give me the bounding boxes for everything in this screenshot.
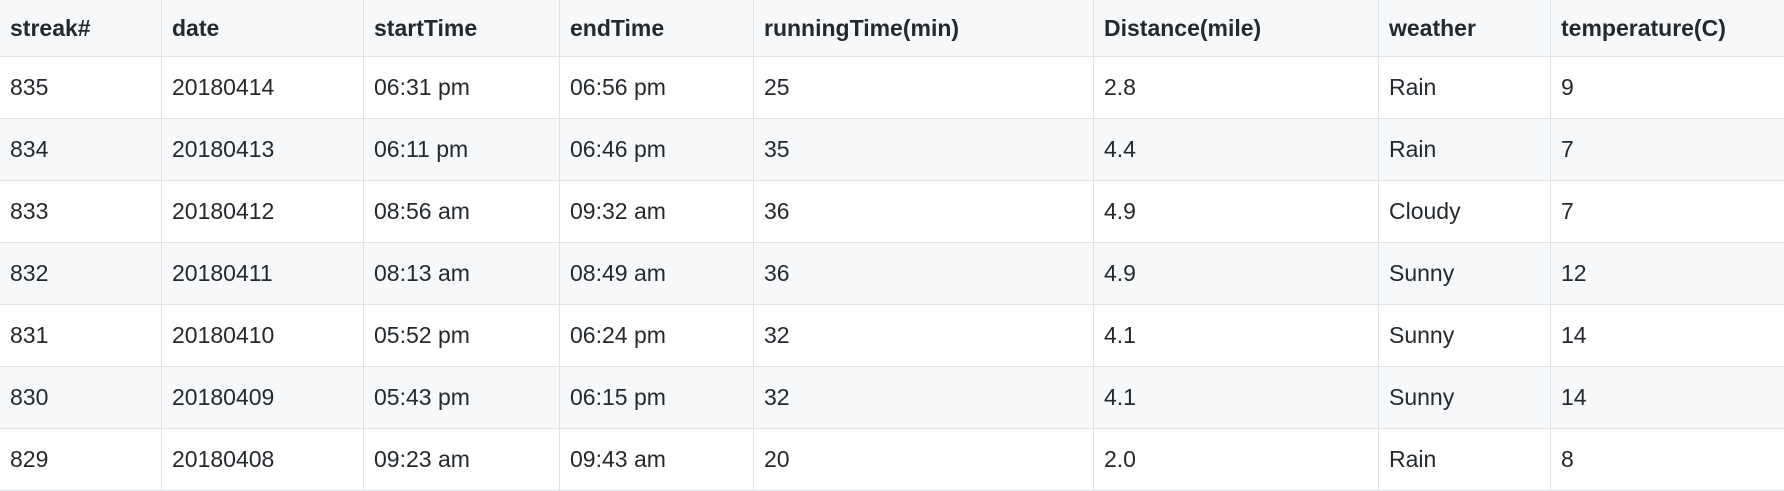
cell-streak: 835 (0, 57, 162, 119)
cell-distance: 4.9 (1094, 243, 1379, 305)
cell-temperature: 14 (1551, 367, 1784, 429)
cell-date: 20180409 (162, 367, 364, 429)
cell-start-time: 05:52 pm (364, 305, 560, 367)
cell-date: 20180408 (162, 429, 364, 491)
table-header-row: streak# date startTime endTime runningTi… (0, 0, 1784, 57)
cell-weather: Rain (1379, 57, 1551, 119)
cell-streak: 831 (0, 305, 162, 367)
header-temperature: temperature(C) (1551, 0, 1784, 57)
table-row: 833 20180412 08:56 am 09:32 am 36 4.9 Cl… (0, 181, 1784, 243)
cell-temperature: 12 (1551, 243, 1784, 305)
cell-weather: Sunny (1379, 367, 1551, 429)
cell-streak: 833 (0, 181, 162, 243)
cell-temperature: 7 (1551, 181, 1784, 243)
cell-end-time: 06:24 pm (560, 305, 754, 367)
cell-date: 20180410 (162, 305, 364, 367)
cell-date: 20180413 (162, 119, 364, 181)
table-row: 832 20180411 08:13 am 08:49 am 36 4.9 Su… (0, 243, 1784, 305)
table-row: 831 20180410 05:52 pm 06:24 pm 32 4.1 Su… (0, 305, 1784, 367)
cell-weather: Sunny (1379, 243, 1551, 305)
cell-temperature: 8 (1551, 429, 1784, 491)
cell-end-time: 08:49 am (560, 243, 754, 305)
cell-running-time: 36 (754, 181, 1094, 243)
header-running-time: runningTime(min) (754, 0, 1094, 57)
cell-temperature: 14 (1551, 305, 1784, 367)
cell-running-time: 20 (754, 429, 1094, 491)
cell-weather: Sunny (1379, 305, 1551, 367)
cell-running-time: 32 (754, 367, 1094, 429)
cell-end-time: 06:15 pm (560, 367, 754, 429)
cell-end-time: 09:32 am (560, 181, 754, 243)
header-distance: Distance(mile) (1094, 0, 1379, 57)
cell-distance: 4.4 (1094, 119, 1379, 181)
table-row: 830 20180409 05:43 pm 06:15 pm 32 4.1 Su… (0, 367, 1784, 429)
cell-distance: 4.1 (1094, 367, 1379, 429)
cell-streak: 834 (0, 119, 162, 181)
cell-running-time: 25 (754, 57, 1094, 119)
cell-running-time: 35 (754, 119, 1094, 181)
cell-distance: 4.1 (1094, 305, 1379, 367)
header-date: date (162, 0, 364, 57)
cell-weather: Rain (1379, 119, 1551, 181)
cell-weather: Rain (1379, 429, 1551, 491)
cell-date: 20180411 (162, 243, 364, 305)
cell-end-time: 06:46 pm (560, 119, 754, 181)
header-weather: weather (1379, 0, 1551, 57)
header-streak: streak# (0, 0, 162, 57)
cell-weather: Cloudy (1379, 181, 1551, 243)
cell-start-time: 06:11 pm (364, 119, 560, 181)
table-row: 829 20180408 09:23 am 09:43 am 20 2.0 Ra… (0, 429, 1784, 491)
cell-date: 20180414 (162, 57, 364, 119)
cell-distance: 2.8 (1094, 57, 1379, 119)
cell-end-time: 06:56 pm (560, 57, 754, 119)
cell-date: 20180412 (162, 181, 364, 243)
cell-distance: 2.0 (1094, 429, 1379, 491)
cell-streak: 829 (0, 429, 162, 491)
table-row: 835 20180414 06:31 pm 06:56 pm 25 2.8 Ra… (0, 57, 1784, 119)
cell-start-time: 06:31 pm (364, 57, 560, 119)
cell-temperature: 9 (1551, 57, 1784, 119)
header-end-time: endTime (560, 0, 754, 57)
header-start-time: startTime (364, 0, 560, 57)
cell-start-time: 08:56 am (364, 181, 560, 243)
cell-streak: 830 (0, 367, 162, 429)
cell-distance: 4.9 (1094, 181, 1379, 243)
cell-end-time: 09:43 am (560, 429, 754, 491)
cell-start-time: 09:23 am (364, 429, 560, 491)
cell-start-time: 08:13 am (364, 243, 560, 305)
cell-streak: 832 (0, 243, 162, 305)
cell-temperature: 7 (1551, 119, 1784, 181)
cell-running-time: 32 (754, 305, 1094, 367)
table-row: 834 20180413 06:11 pm 06:46 pm 35 4.4 Ra… (0, 119, 1784, 181)
cell-start-time: 05:43 pm (364, 367, 560, 429)
cell-running-time: 36 (754, 243, 1094, 305)
